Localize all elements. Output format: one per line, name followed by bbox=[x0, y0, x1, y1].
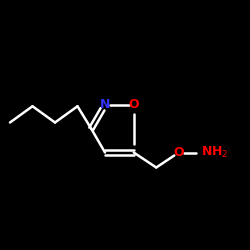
Text: NH$_2$: NH$_2$ bbox=[201, 145, 228, 160]
Text: O: O bbox=[174, 146, 184, 159]
Text: N: N bbox=[100, 98, 110, 112]
Text: O: O bbox=[128, 98, 139, 112]
